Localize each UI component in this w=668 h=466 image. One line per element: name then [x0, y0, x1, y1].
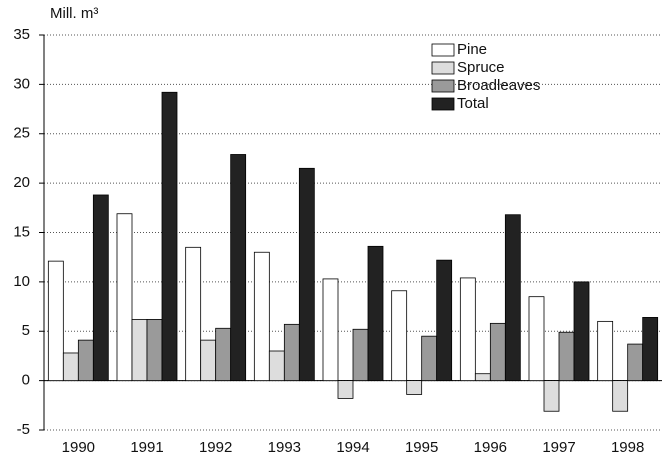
bar [337, 380, 354, 399]
bar [215, 327, 232, 382]
bar [391, 290, 408, 382]
y-tick-label: 15 [13, 223, 30, 240]
bar [146, 318, 163, 382]
bar [161, 91, 178, 382]
y-tick-label: -5 [17, 421, 30, 438]
bar [406, 380, 423, 395]
legend-label: Total [457, 95, 489, 112]
x-tick-label: 1996 [474, 439, 507, 456]
bar [47, 260, 64, 382]
y-tick-label: 0 [22, 372, 30, 389]
y-tick-label: 35 [13, 26, 30, 43]
bar [200, 339, 217, 382]
x-tick-label: 1997 [542, 439, 575, 456]
bar [298, 167, 315, 382]
bar [92, 194, 109, 382]
x-tick-label: 1993 [268, 439, 301, 456]
bar [474, 373, 491, 382]
bar [436, 259, 453, 382]
bar [253, 251, 270, 382]
bar [528, 296, 545, 382]
bar [367, 245, 384, 382]
bar [77, 339, 94, 382]
bar [283, 323, 300, 382]
bar [573, 281, 590, 382]
bar [612, 380, 629, 412]
bar [230, 154, 247, 382]
bar [268, 350, 285, 382]
bar [62, 352, 79, 382]
bar [597, 320, 614, 382]
legend-label: Spruce [457, 59, 505, 76]
legend-swatch [431, 43, 455, 57]
y-tick-label: 30 [13, 75, 30, 92]
bar [459, 277, 476, 382]
y-tick-label: 5 [22, 322, 30, 339]
legend-swatch [431, 61, 455, 75]
bar [116, 213, 133, 382]
y-axis-label: Mill. m³ [50, 5, 98, 22]
bar [642, 317, 659, 382]
bar [352, 328, 369, 382]
legend-label: Pine [457, 41, 487, 58]
bar [185, 246, 202, 382]
legend-label: Broadleaves [457, 77, 540, 94]
bar [421, 335, 438, 382]
y-tick-label: 10 [13, 273, 30, 290]
legend-swatch [431, 79, 455, 93]
bar [489, 322, 506, 382]
bar [504, 214, 521, 382]
bar [558, 331, 575, 382]
bar [627, 343, 644, 382]
y-tick-label: 20 [13, 174, 30, 191]
x-tick-label: 1994 [336, 439, 369, 456]
legend-swatch [431, 97, 455, 111]
x-tick-label: 1991 [130, 439, 163, 456]
y-tick-label: 25 [13, 125, 30, 142]
x-tick-label: 1995 [405, 439, 438, 456]
x-tick-label: 1998 [611, 439, 644, 456]
bar [322, 278, 339, 382]
bar [131, 318, 148, 382]
x-tick-label: 1990 [62, 439, 95, 456]
x-tick-label: 1992 [199, 439, 232, 456]
bar [543, 380, 560, 412]
